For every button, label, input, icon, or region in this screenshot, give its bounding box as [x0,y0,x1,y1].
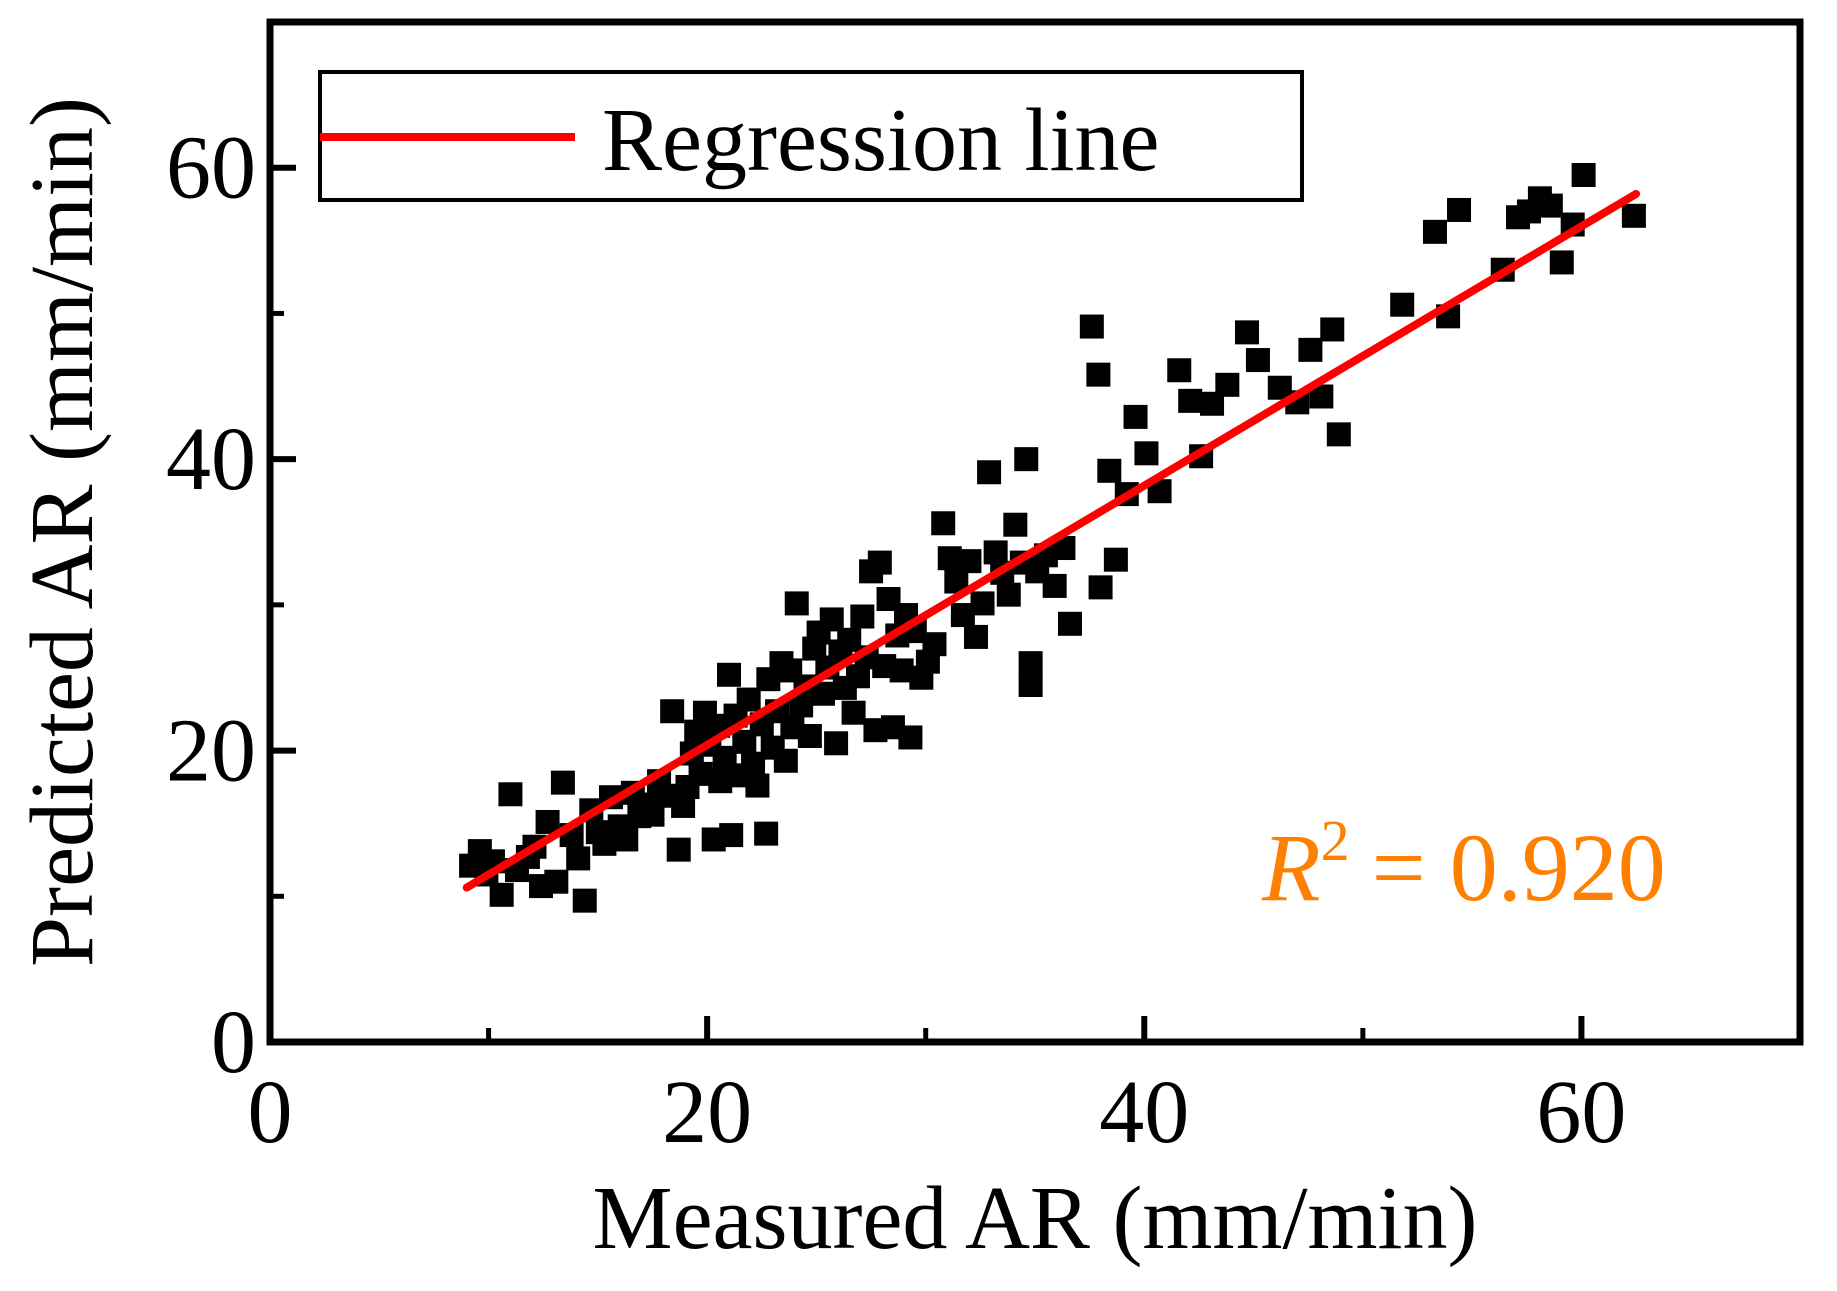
data-point [666,837,691,862]
data-point [566,846,591,871]
data-point [773,748,798,773]
data-point [1123,404,1148,429]
y-tick-label: 60 [166,119,256,218]
data-point [1326,422,1351,447]
data-point [1103,547,1128,572]
y-tick-label: 0 [211,993,256,1092]
data-point [1086,362,1111,387]
data-point [898,725,923,750]
data-point [1320,317,1345,342]
tick-labels: 0 20 40 60 0 20 40 60 [166,119,1626,1162]
r-squared-annotation: R2 = 0.920 [1261,808,1666,921]
data-point [660,699,685,724]
data-point [572,888,597,913]
data-point [719,823,744,848]
data-point [977,460,1002,485]
legend-label: Regression line [602,91,1159,190]
data-point [489,882,514,907]
data-point [1621,203,1646,228]
x-tick-label: 60 [1536,1063,1626,1162]
data-point [1167,358,1192,383]
data-point [819,607,844,632]
regression-line-group [462,189,1641,892]
data-point [1088,575,1113,600]
data-point [1245,348,1270,373]
data-point [1538,193,1563,218]
axis-ticks [270,164,1585,1042]
data-point [957,549,982,574]
data-point [1215,372,1240,397]
data-point [1298,337,1323,362]
data-point [1042,573,1067,598]
data-point [1549,250,1574,275]
data-point [797,724,822,748]
x-tick-label: 0 [248,1063,293,1162]
legend: Regression line [318,70,1304,202]
data-point [498,782,523,807]
data-point [1057,611,1082,636]
data-point [996,582,1021,607]
r-superscript: 2 [1321,808,1350,873]
data-point [1390,292,1415,317]
data-point [922,632,947,657]
data-point [614,827,639,852]
data-point [745,773,770,798]
data-point [1235,320,1260,345]
data-point [1447,197,1472,222]
data-point [810,681,835,706]
data-point [784,591,809,616]
data-point [1134,441,1159,466]
data-point [1018,673,1043,697]
data-point [736,687,761,712]
data-point [867,550,892,575]
data-point [544,869,569,894]
r-symbol: R [1261,814,1321,921]
data-point [931,511,956,536]
x-axis-title: Measured AR (mm/min) [593,1169,1478,1268]
data-point [1422,219,1447,244]
data-point [850,604,875,629]
data-point [841,700,866,725]
plot-frame [266,18,1804,1046]
data-point [754,821,779,846]
data-point [983,540,1008,565]
data-point [717,662,741,687]
data-point [1014,447,1039,472]
data-point [970,591,995,616]
data-point [963,624,988,649]
data-point [1003,512,1028,537]
x-tick-label: 20 [662,1063,752,1162]
data-point [535,809,560,834]
regression-line [462,189,1641,892]
x-tick-label: 40 [1099,1063,1189,1162]
data-point [1178,388,1203,413]
data-point [1571,163,1596,187]
r-squared-value: = 0.920 [1372,814,1666,921]
y-tick-label: 40 [166,410,256,509]
data-point [1079,314,1104,339]
y-tick-label: 20 [166,702,256,801]
y-axis-title: Predicted AR (mm/min) [13,97,112,967]
data-point [1097,458,1122,483]
data-point [1018,651,1043,676]
scatter-points [459,163,1646,913]
data-point [550,770,575,795]
data-point [824,731,849,756]
